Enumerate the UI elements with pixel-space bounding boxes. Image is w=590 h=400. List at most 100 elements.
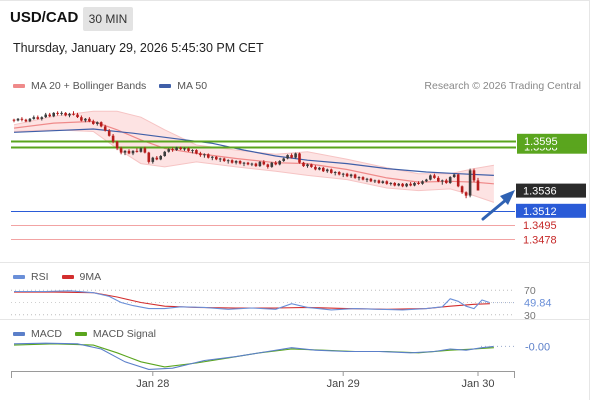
candle-body	[230, 160, 234, 163]
macd-signal-legend-label: MACD Signal	[92, 328, 156, 340]
candle	[207, 153, 210, 159]
candle-body	[397, 183, 400, 186]
candle-body	[290, 155, 293, 158]
candle	[199, 151, 202, 157]
candle-body	[28, 118, 32, 122]
candle	[80, 115, 83, 122]
candles-layer	[12, 111, 480, 199]
ma50-swatch	[159, 84, 172, 88]
level-label-bg-last	[516, 183, 586, 198]
candle	[115, 140, 119, 151]
candle	[322, 166, 325, 172]
candle-body	[211, 156, 214, 158]
candle	[135, 148, 139, 153]
candle-body	[381, 181, 385, 183]
candle	[183, 147, 186, 151]
candle-body	[60, 112, 63, 114]
candle	[476, 177, 480, 191]
candle	[472, 168, 476, 183]
candle	[290, 153, 293, 159]
candle	[88, 117, 91, 123]
instrument-title: USD/CAD	[10, 9, 79, 26]
candle	[330, 168, 333, 174]
level-label-resistance: 1.3595	[524, 136, 558, 148]
candle	[238, 160, 242, 165]
candle-body	[365, 178, 369, 180]
candle-body	[353, 174, 357, 178]
candle-body	[258, 161, 262, 167]
candle	[413, 182, 416, 187]
interval-button[interactable]: 30 MIN	[83, 7, 133, 31]
candle-body	[24, 119, 28, 122]
candle-body	[16, 118, 20, 121]
candle	[314, 165, 317, 171]
candle-body	[203, 154, 206, 156]
candle	[167, 148, 170, 153]
candle	[131, 150, 135, 156]
macd-last-label: -0.00	[525, 341, 550, 353]
candle-body	[72, 113, 75, 115]
candle-body	[377, 180, 381, 183]
candle-body	[341, 173, 345, 175]
candle	[421, 180, 424, 185]
candle	[103, 124, 107, 132]
rsi-ma-line	[14, 291, 490, 310]
candle	[441, 179, 444, 185]
candle-body	[234, 161, 238, 163]
candle-body	[437, 177, 440, 182]
candle-body	[107, 130, 111, 136]
candle	[298, 152, 301, 164]
candle-body	[405, 183, 408, 187]
candle	[36, 115, 40, 120]
candle-body	[373, 180, 377, 182]
candle	[28, 118, 32, 123]
candle	[234, 160, 238, 165]
rsi-legend: RSI 9MA	[13, 271, 101, 283]
candle-body	[278, 161, 281, 165]
candle	[262, 160, 266, 166]
candle-body	[103, 126, 107, 131]
candle-body	[218, 158, 222, 160]
candle	[191, 149, 194, 154]
macd-legend: MACD MACD Signal	[13, 328, 156, 340]
level-label-bg-pivot	[516, 203, 586, 218]
candle-body	[417, 183, 420, 184]
candle-body	[147, 152, 151, 162]
rsi-ma-legend-label: 9MA	[79, 271, 102, 283]
candle	[179, 146, 182, 151]
candle	[425, 178, 428, 183]
candle-body	[163, 151, 166, 156]
candle	[365, 177, 369, 183]
timestamp: Thursday, January 29, 2026 5:45:30 PM CE…	[13, 41, 264, 55]
candle-body	[151, 157, 155, 162]
candle-body	[64, 112, 67, 116]
candle-body	[135, 150, 139, 152]
candle-body	[92, 121, 95, 124]
time-tick-label: Jan 28	[136, 378, 169, 390]
candle-body	[322, 167, 325, 172]
candle-body	[326, 169, 329, 172]
macd-panel: -0.00	[13, 341, 550, 370]
level-label-last: 1.3536	[523, 186, 557, 198]
candle	[282, 157, 285, 162]
candle-body	[464, 192, 468, 196]
candle	[433, 173, 436, 179]
candle	[84, 118, 87, 123]
candle-body	[361, 177, 365, 180]
candle-body	[393, 183, 396, 186]
candle-body	[187, 148, 190, 151]
candle	[326, 168, 329, 173]
candle-body	[274, 162, 277, 165]
candle	[302, 161, 305, 167]
candle-body	[333, 172, 337, 173]
candle-body	[238, 161, 242, 164]
candle	[274, 161, 277, 166]
candle-body	[266, 164, 270, 167]
candle	[68, 112, 71, 118]
candle-body	[143, 148, 147, 153]
candle-body	[76, 114, 79, 118]
candle	[119, 146, 123, 155]
candle	[111, 134, 115, 144]
ma50-legend-label: MA 50	[177, 80, 208, 92]
